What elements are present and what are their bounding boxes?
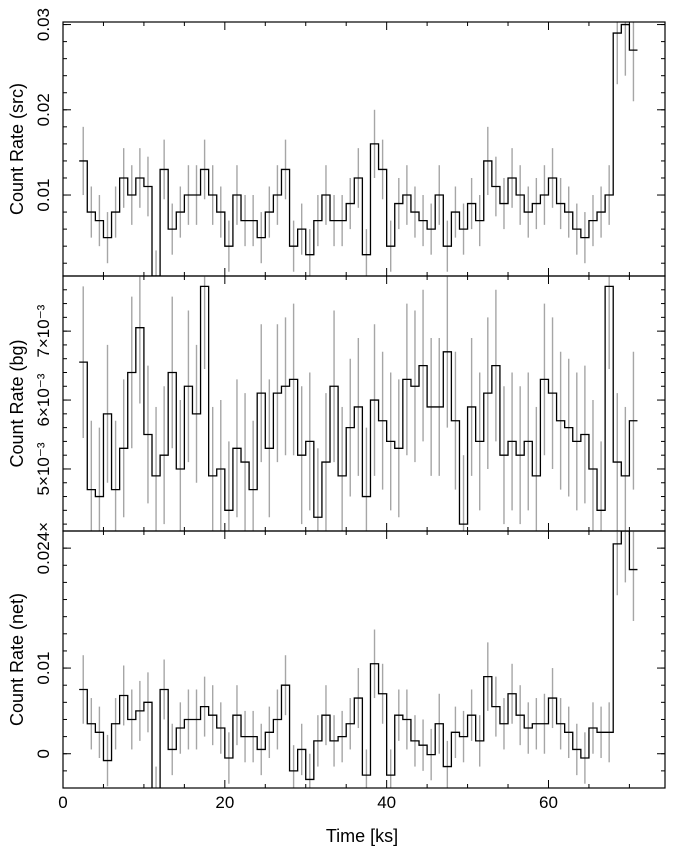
y-tick-label: 0.01 <box>34 652 53 685</box>
panel-frame <box>62 530 666 789</box>
panel-data <box>79 531 638 788</box>
y-axis-label: Count Rate (bg) <box>7 339 27 467</box>
panel-3: 0 0.01 0.024× Count Rate (net) <box>7 522 666 789</box>
y-tick-label: 0.024× <box>34 522 53 574</box>
x-tick-label: 20 <box>215 793 234 812</box>
y-axis-label: Count Rate (net) <box>7 593 27 726</box>
y-tick-label: 0.03 <box>34 8 53 41</box>
step-line <box>79 23 638 276</box>
panel-data <box>79 22 638 276</box>
panel-1: 0.01 0.02 0.03 Count Rate (src) <box>7 8 666 277</box>
y-tick-label: 0.02 <box>34 93 53 126</box>
panels-layer: 0.01 0.02 0.03 Count Rate (src) 5×10⁻³ 6×10⁻³… <box>7 8 666 812</box>
x-axis-label: Time [ks] <box>326 826 398 846</box>
step-line <box>79 531 638 788</box>
x-tick-label: 60 <box>539 793 558 812</box>
y-axis-label: Count Rate (src) <box>7 83 27 215</box>
y-tick-label: 7×10⁻³ <box>34 304 53 357</box>
panel-2: 5×10⁻³ 6×10⁻³ 7×10⁻³ Count Rate (bg) <box>7 275 666 532</box>
step-line <box>79 285 638 525</box>
panel-frame <box>62 275 666 532</box>
y-tick-label: 6×10⁻³ <box>34 373 53 426</box>
x-tick-label: 0 <box>58 793 67 812</box>
y-tick-label: 0 <box>34 749 53 758</box>
y-tick-label: 5×10⁻³ <box>34 442 53 495</box>
panel-data <box>79 276 638 531</box>
x-tick-label: 40 <box>377 793 396 812</box>
y-tick-label: 0.01 <box>34 178 53 211</box>
panel-frame <box>62 21 666 277</box>
